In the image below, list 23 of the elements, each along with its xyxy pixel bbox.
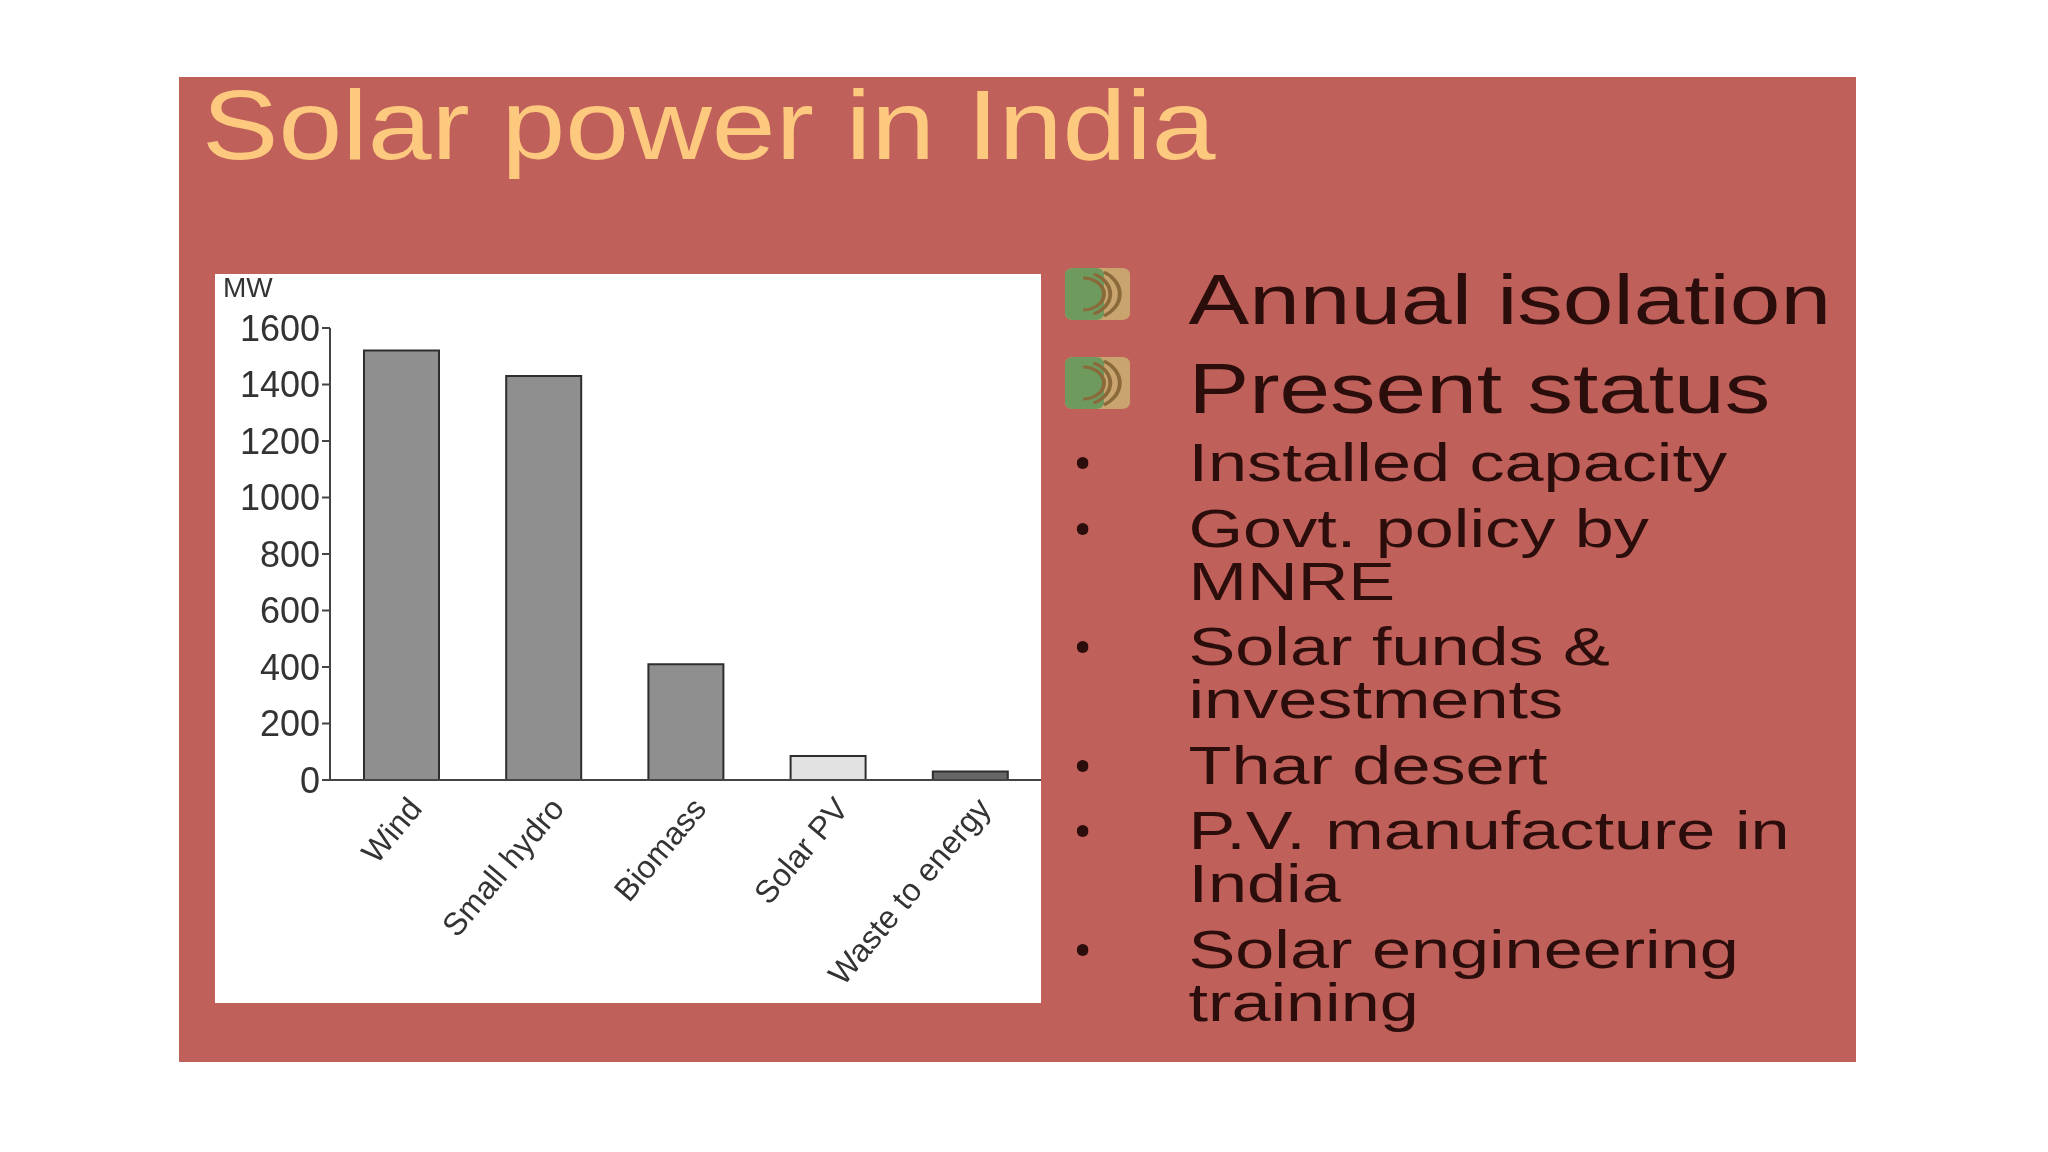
chart-title: Solar power in India xyxy=(202,70,1216,180)
text: Solar funds & investments xyxy=(1188,616,1611,729)
text: Govt. policy by MNRE xyxy=(1188,497,1650,611)
text: Solar engineering training xyxy=(1188,918,1740,1032)
text: Present status xyxy=(1188,350,1771,428)
bar xyxy=(505,375,583,780)
bar xyxy=(363,349,440,780)
bar xyxy=(789,754,867,780)
y-tick-label: 0 xyxy=(299,759,320,801)
y-tick-label: 800 xyxy=(259,533,320,575)
y-tick-label: 1000 xyxy=(239,477,320,519)
text: Installed capacity xyxy=(1188,432,1728,492)
y-tick-label: 1200 xyxy=(239,420,320,462)
y-tick-label: 200 xyxy=(259,703,320,745)
bar xyxy=(647,663,725,780)
y-axis-title: MW xyxy=(223,272,273,303)
y-tick-label: 1400 xyxy=(239,364,320,406)
y-tick-label: 400 xyxy=(259,646,320,688)
y-tick-label: 1600 xyxy=(239,307,320,349)
text: P.V. manufacture in India xyxy=(1188,800,1791,913)
text: Thar desert xyxy=(1188,734,1549,795)
y-tick-label: 600 xyxy=(259,590,320,632)
text: Annual isolation xyxy=(1188,261,1832,339)
